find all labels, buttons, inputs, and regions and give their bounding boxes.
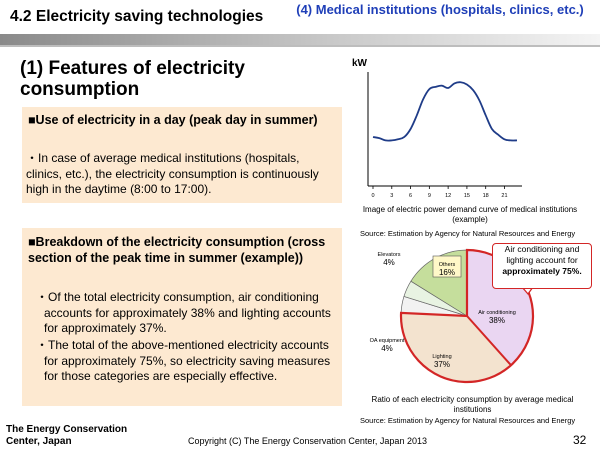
pie-highlight-divider bbox=[466, 315, 512, 366]
pie-value-label: 38% bbox=[489, 316, 505, 325]
pie-callout-text: Air conditioning and lighting account fo… bbox=[504, 244, 580, 265]
demand-curve-chart: 0 3 6 9 12 15 18 21 bbox=[367, 72, 522, 199]
page-number: 32 bbox=[573, 433, 587, 447]
pie-chart-caption: Ratio of each electricity consumption by… bbox=[371, 395, 574, 414]
pie-label: OA equipment bbox=[370, 338, 405, 344]
pie-label: Lighting bbox=[432, 354, 451, 360]
daily-usage-heading: ■Use of electricity in a day (peak day i… bbox=[28, 113, 318, 127]
pie-others-label-box bbox=[432, 255, 462, 278]
line-chart-source: Source: Estimation by Agency for Natural… bbox=[360, 229, 576, 238]
pie-callout-bold: approximately 75%. bbox=[502, 266, 582, 276]
line-chart-ylabel: kW bbox=[352, 58, 367, 69]
header-rule bbox=[0, 45, 600, 47]
line-chart-x-tick-label: 15 bbox=[464, 193, 470, 199]
pie-value-label: 16% bbox=[439, 268, 455, 277]
pie-value-label: 37% bbox=[434, 360, 450, 369]
line-chart-x-tick-label: 21 bbox=[501, 193, 507, 199]
pie-label: Air conditioning bbox=[478, 310, 516, 316]
line-chart-x-tick-label: 6 bbox=[409, 193, 412, 199]
line-chart-x-tick-label: 18 bbox=[483, 193, 489, 199]
breakdown-box: ■Breakdown of the electricity consumptio… bbox=[22, 228, 342, 406]
line-chart-caption: Image of electric power demand curve of … bbox=[362, 205, 578, 224]
line-chart-x-tick-label: 12 bbox=[445, 193, 451, 199]
slide-title: 4.2 Electricity saving technologies bbox=[10, 8, 264, 25]
footer-copyright: Copyright (C) The Energy Conservation Ce… bbox=[188, 436, 427, 446]
demand-curve-line bbox=[372, 81, 518, 142]
daily-usage-box: ■Use of electricity in a day (peak day i… bbox=[22, 107, 342, 203]
pie-value-label: 4% bbox=[381, 344, 393, 353]
pie-label: Others bbox=[439, 262, 456, 268]
header-band bbox=[0, 34, 600, 45]
footer-organization: The Energy Conservation Center, Japan bbox=[6, 424, 128, 447]
line-chart-x-tick-label: 9 bbox=[428, 193, 431, 199]
section-heading: (1) Features of electricity consumption bbox=[20, 58, 245, 100]
line-chart-x-tick-label: 0 bbox=[371, 193, 374, 199]
pie-chart-source: Source: Estimation by Agency for Natural… bbox=[360, 416, 576, 425]
pie-callout: Air conditioning and lighting account fo… bbox=[492, 243, 592, 289]
slide-subtitle: (4) Medical institutions (hospitals, cli… bbox=[296, 2, 584, 17]
pie-label: Elevators bbox=[378, 252, 401, 258]
breakdown-heading: ■Breakdown of the electricity consumptio… bbox=[28, 235, 326, 265]
daily-usage-text: ・In case of average medical institutions… bbox=[26, 151, 319, 196]
breakdown-bullet-1: ・Of the total electricity consumption, a… bbox=[36, 290, 331, 335]
pie-value-label: 4% bbox=[383, 258, 395, 267]
line-chart-x-tick-label: 3 bbox=[390, 193, 393, 199]
breakdown-bullet-2: ・The total of the above-mentioned electr… bbox=[36, 338, 331, 383]
